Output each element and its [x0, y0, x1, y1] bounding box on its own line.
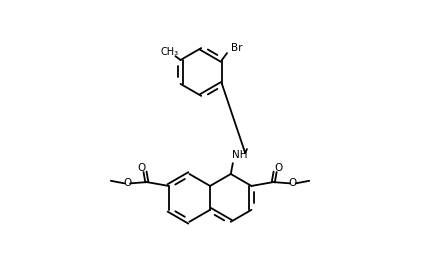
Text: O: O — [124, 178, 132, 188]
Text: CH₃: CH₃ — [160, 47, 179, 57]
Text: O: O — [275, 163, 283, 173]
Text: O: O — [288, 178, 297, 188]
Text: Br: Br — [231, 43, 243, 53]
Text: NH: NH — [231, 150, 247, 160]
Text: O: O — [137, 163, 146, 173]
